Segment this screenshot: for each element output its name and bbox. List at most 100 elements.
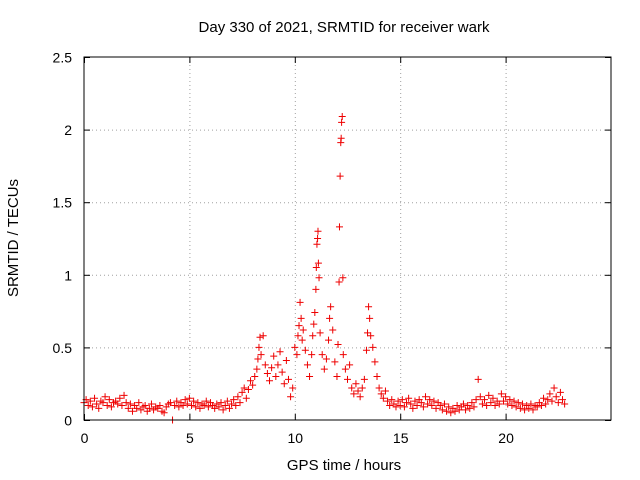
data-point — [95, 404, 103, 412]
data-point — [234, 393, 242, 401]
data-point — [225, 404, 233, 412]
data-point — [101, 393, 109, 401]
data-point — [381, 387, 389, 395]
data-point — [339, 351, 347, 359]
data-point — [314, 227, 322, 235]
data-point — [462, 406, 470, 414]
data-point — [238, 388, 246, 396]
data-point — [527, 400, 535, 408]
data-point — [476, 393, 484, 401]
y-tick-label: 1.5 — [53, 195, 73, 211]
data-point — [552, 393, 560, 401]
data-point — [242, 394, 250, 402]
data-point — [453, 401, 461, 409]
data-point — [221, 401, 229, 409]
data-point — [413, 401, 421, 409]
data-point — [403, 399, 411, 407]
data-point — [128, 407, 136, 415]
data-point — [466, 404, 474, 412]
data-point — [392, 403, 400, 411]
data-point — [358, 384, 366, 392]
data-point — [311, 309, 319, 317]
data-point — [407, 400, 415, 408]
data-point — [554, 399, 562, 407]
data-point — [388, 396, 396, 404]
data-point — [124, 404, 132, 412]
x-tick-label: 0 — [81, 430, 89, 446]
data-point — [276, 348, 284, 356]
data-point — [430, 397, 438, 405]
data-point — [289, 384, 297, 392]
data-point — [544, 396, 552, 404]
data-point — [447, 409, 455, 417]
data-point — [107, 403, 115, 411]
data-point — [298, 336, 306, 344]
data-point — [309, 332, 317, 340]
data-point — [386, 401, 394, 409]
data-point — [508, 401, 516, 409]
data-point — [291, 343, 299, 351]
data-point — [114, 400, 122, 408]
data-point — [329, 326, 337, 334]
data-point — [540, 394, 548, 402]
y-axis-label: SRMTID / TECUs — [5, 179, 22, 297]
data-point — [468, 399, 476, 407]
data-point — [280, 380, 288, 388]
data-point — [375, 384, 383, 392]
data-point — [185, 394, 193, 402]
data-point — [504, 400, 512, 408]
data-point — [405, 394, 413, 402]
data-point — [284, 375, 292, 383]
data-point — [327, 303, 335, 311]
data-point — [145, 404, 153, 412]
data-point — [346, 361, 354, 369]
data-point — [190, 397, 198, 405]
data-point — [296, 298, 304, 306]
data-point — [294, 332, 302, 340]
data-point — [303, 361, 311, 369]
data-point — [200, 401, 208, 409]
x-tick-label: 20 — [498, 430, 514, 446]
data-point — [510, 397, 518, 405]
data-point — [263, 370, 271, 378]
data-point — [202, 397, 210, 405]
data-point — [314, 259, 322, 267]
data-point — [315, 274, 323, 282]
y-tick-label: 2 — [64, 122, 72, 138]
data-point — [424, 400, 432, 408]
data-point — [470, 403, 478, 411]
data-point — [308, 351, 316, 359]
data-point — [103, 401, 111, 409]
data-point — [133, 404, 141, 412]
data-point — [364, 329, 372, 337]
data-point — [160, 409, 168, 417]
data-point — [331, 358, 339, 366]
data-point — [293, 351, 301, 359]
data-point — [394, 397, 402, 405]
data-point — [236, 399, 244, 407]
data-point — [217, 399, 225, 407]
plot-frame — [83, 56, 612, 421]
data-point — [299, 326, 307, 334]
y-tick-labels: 0 0.5 1 1.5 2 2.5 — [53, 50, 73, 429]
data-point — [338, 113, 346, 121]
data-point — [440, 400, 448, 408]
data-point — [459, 400, 467, 408]
data-point — [502, 393, 510, 401]
data-point — [548, 397, 556, 405]
data-point — [295, 322, 303, 330]
data-point — [194, 399, 202, 407]
data-point — [344, 375, 351, 383]
data-point — [373, 372, 381, 380]
data-point — [438, 406, 446, 414]
data-point — [204, 403, 212, 411]
x-tick-labels: 0 5 10 15 20 — [81, 430, 514, 446]
data-point — [472, 396, 480, 404]
data-point — [474, 375, 482, 383]
data-point — [156, 401, 164, 409]
data-point — [537, 401, 545, 409]
data-point — [396, 401, 404, 409]
data-points — [80, 113, 569, 424]
data-point — [367, 332, 375, 340]
data-point — [436, 401, 444, 409]
